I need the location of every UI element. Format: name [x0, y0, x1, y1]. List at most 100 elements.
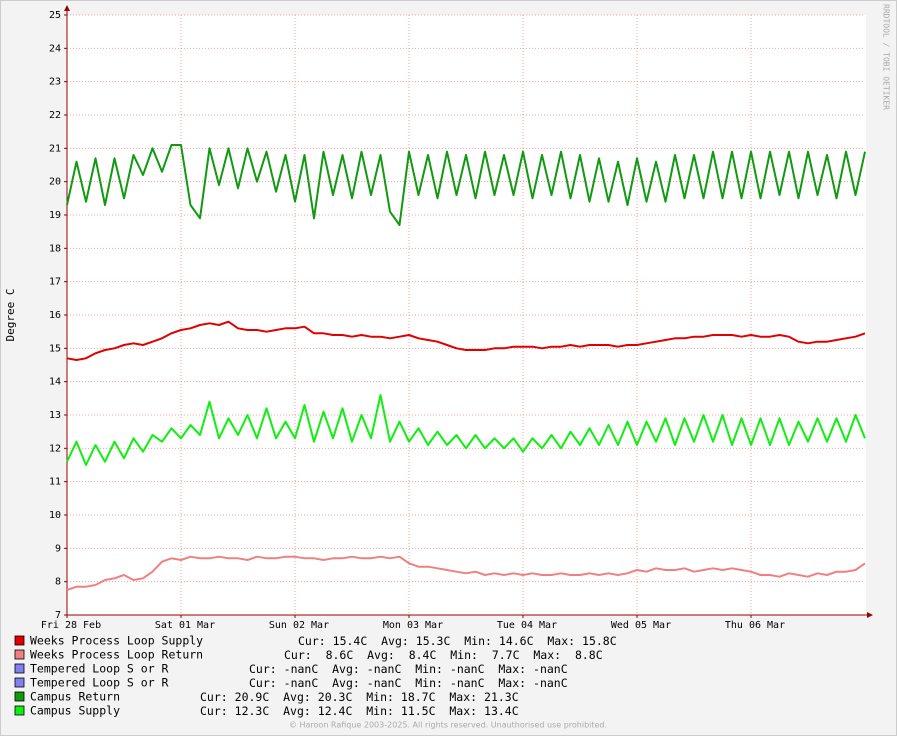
stat-value: -nanC	[533, 676, 568, 690]
stat-label: Avg:	[367, 648, 395, 662]
y-tick-label: 21	[49, 143, 61, 154]
y-tick-label: 19	[49, 210, 61, 221]
legend-stats: Cur: 15.4C Avg: 15.3C Min: 14.6C Max: 15…	[298, 634, 617, 648]
legend-swatch	[14, 663, 25, 674]
stat-label: Max:	[498, 662, 526, 676]
stat-label: Max:	[498, 676, 526, 690]
y-tick-label: 14	[49, 377, 61, 388]
stat-value: -nanC	[284, 662, 319, 676]
stat-value: 21.3C	[484, 690, 519, 704]
y-tick-label: 23	[49, 77, 61, 88]
stat-label: Max:	[449, 704, 477, 718]
y-tick-label: 16	[49, 310, 61, 321]
stat-value: -nanC	[533, 662, 568, 676]
y-tick-label: 25	[49, 10, 61, 21]
x-tick-label: Wed 05 Mar	[611, 620, 671, 631]
legend-stats: Cur: -nanC Avg: -nanC Min: -nanC Max: -n…	[249, 676, 568, 690]
legend-swatch	[14, 649, 25, 660]
legend-name: Tempered Loop S or R	[30, 662, 169, 676]
stat-value: 8.4C	[409, 648, 437, 662]
legend-name: Campus Supply	[30, 704, 120, 718]
stat-value: 8.8C	[575, 648, 603, 662]
stat-label: Avg:	[283, 704, 311, 718]
stat-label: Cur:	[200, 704, 228, 718]
y-tick-label: 12	[49, 443, 61, 454]
y-tick-label: 20	[49, 177, 61, 188]
stat-label: Max:	[533, 648, 561, 662]
axes	[66, 7, 871, 616]
legend-stats: Cur: 12.3C Avg: 12.4C Min: 11.5C Max: 13…	[200, 704, 519, 718]
stat-label: Cur:	[249, 676, 277, 690]
stat-value: -nanC	[450, 662, 485, 676]
stat-value: -nanC	[284, 676, 319, 690]
stat-label: Min:	[415, 676, 443, 690]
y-tick-label: 22	[49, 110, 61, 121]
legend-name: Weeks Process Loop Return	[30, 648, 203, 662]
series-line	[66, 394, 866, 466]
stat-label: Min:	[415, 662, 443, 676]
stat-value: -nanC	[367, 676, 402, 690]
stat-value: 12.4C	[318, 704, 353, 718]
stat-value: -nanC	[367, 662, 402, 676]
y-tick-label: 9	[55, 543, 61, 554]
legend-stats: Cur: 20.9C Avg: 20.3C Min: 18.7C Max: 21…	[200, 690, 519, 704]
stat-label: Avg:	[283, 690, 311, 704]
footer: © Haroon Rafique 2003-2025. All rights r…	[289, 721, 607, 730]
stat-label: Min:	[366, 704, 394, 718]
stat-label: Avg:	[332, 662, 360, 676]
stat-value: 7.7C	[492, 648, 520, 662]
y-axis-label: Degree C	[4, 289, 17, 342]
series-line	[66, 144, 866, 226]
stat-value: 14.6C	[499, 634, 534, 648]
y-tick-label: 13	[49, 410, 61, 421]
stat-value: 8.6C	[326, 648, 354, 662]
x-tick-label: Sun 02 Mar	[269, 620, 329, 631]
stat-value: 15.3C	[416, 634, 451, 648]
series-line	[66, 555, 866, 591]
x-tick-label: Fri 28 Feb	[41, 620, 101, 631]
stat-value: 12.3C	[235, 704, 270, 718]
stat-label: Max:	[547, 634, 575, 648]
stat-label: Cur:	[249, 662, 277, 676]
y-tick-label: 8	[55, 577, 61, 588]
legend-stats: Cur: -nanC Avg: -nanC Min: -nanC Max: -n…	[249, 662, 568, 676]
legend-swatch	[14, 677, 25, 688]
stat-value: -nanC	[450, 676, 485, 690]
y-tick-label: 10	[49, 510, 61, 521]
x-tick-label: Sat 01 Mar	[155, 620, 215, 631]
y-tick-label: 24	[49, 43, 61, 54]
stat-label: Cur:	[298, 634, 326, 648]
stat-value: 15.4C	[333, 634, 368, 648]
legend-name: Tempered Loop S or R	[30, 676, 169, 690]
x-tick-label: Tue 04 Mar	[497, 620, 557, 631]
stat-value: 18.7C	[401, 690, 436, 704]
x-tick-label: Mon 03 Mar	[383, 620, 443, 631]
legend-name: Campus Return	[30, 690, 120, 704]
legend-stats: Cur: 8.6C Avg: 8.4C Min: 7.7C Max: 8.8C	[284, 648, 603, 662]
series-line	[66, 320, 866, 361]
x-tick-label: Thu 06 Mar	[725, 620, 785, 631]
stat-label: Max:	[449, 690, 477, 704]
legend-swatch	[14, 705, 25, 716]
stat-value: 13.4C	[484, 704, 519, 718]
stat-label: Min:	[366, 690, 394, 704]
stat-label: Avg:	[381, 634, 409, 648]
side-text: RRDTOOL / TOBI OETIKER	[882, 4, 891, 110]
y-tick-label: 7	[55, 610, 61, 621]
y-tick-label: 17	[49, 277, 61, 288]
stat-value: 20.9C	[235, 690, 270, 704]
legend-swatch	[14, 691, 25, 702]
stat-label: Min:	[464, 634, 492, 648]
legend-swatch	[14, 635, 25, 646]
y-tick-label: 18	[49, 243, 61, 254]
y-tick-label: 11	[49, 477, 61, 488]
y-tick-label: 15	[49, 343, 61, 354]
stat-label: Avg:	[332, 676, 360, 690]
stat-value: 15.8C	[582, 634, 617, 648]
stat-label: Cur:	[200, 690, 228, 704]
stat-value: 11.5C	[401, 704, 436, 718]
stat-label: Min:	[450, 648, 478, 662]
legend-name: Weeks Process Loop Supply	[30, 634, 203, 648]
